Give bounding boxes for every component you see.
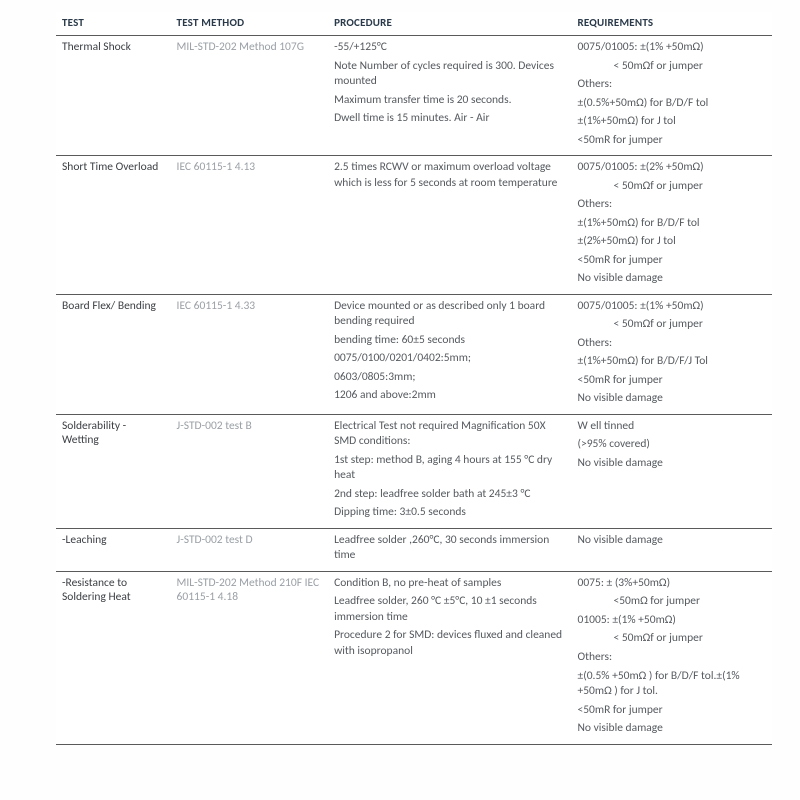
table-row: Short Time Overload IEC 60115-1 4.132.5 t…	[56, 156, 772, 295]
cell-procedure: -55/+125°C Note Number of cycles required…	[328, 36, 571, 156]
requirement-line: <50mR for jumper	[578, 133, 767, 149]
requirement-line: <50mR for jumper	[578, 703, 767, 719]
test-name: -Resistance to Soldering Heat	[62, 576, 165, 604]
header-test-method: TEST METHOD	[171, 12, 329, 36]
cell-requirements: 0075: ± (3%+50mΩ) <50mΩ for jumper 01005: …	[572, 571, 773, 744]
requirement-line: 01005: ±(1% +50mΩ)	[578, 613, 767, 629]
cell-procedure: Device mounted or as described only 1 bo…	[328, 294, 571, 414]
table-row: -Resistance to Soldering HeatMIL-STD-202…	[56, 571, 772, 744]
requirement-line: < 50mΩf or jumper	[578, 317, 767, 333]
requirement-line: Others:	[578, 77, 767, 93]
requirement-line: <50mR for jumper	[578, 253, 767, 269]
header-requirements: REQUIREMENTS	[572, 12, 773, 36]
cell-test-method: IEC 60115-1 4.13	[171, 156, 329, 295]
requirement-line: ±(0.5% +50mΩ ) for B/D/F tol.±(1% +50mΩ …	[578, 669, 767, 700]
cell-test: Thermal Shock	[56, 36, 171, 156]
procedure-line: Dwell time is 15 minutes. Air - Air	[334, 111, 565, 127]
procedure-line: 1206 and above:2mm	[334, 388, 565, 404]
requirement-line: (>95% covered)	[578, 437, 767, 453]
procedure-line: Electrical Test not required Magnificati…	[334, 419, 565, 450]
cell-test: Solderability - Wetting	[56, 414, 171, 528]
cell-test-method: MIL-STD-202 Method 210F IEC 60115-1 4.18	[171, 571, 329, 744]
procedure-line: 1st step: method B, aging 4 hours at 155…	[334, 453, 565, 484]
requirement-line: < 50mΩf or jumper	[578, 179, 767, 195]
cell-requirements: 0075/01005: ±(1% +50mΩ) < 50mΩf or jumper…	[572, 294, 773, 414]
requirement-line: ±(2%+50mΩ) for J tol	[578, 234, 767, 250]
cell-test: Short Time Overload	[56, 156, 171, 295]
cell-test-method: IEC 60115-1 4.33	[171, 294, 329, 414]
procedure-line: 2.5 times RCWV or maximum overload volta…	[334, 160, 565, 191]
header-procedure: PROCEDURE	[328, 12, 571, 36]
requirement-line: ±(1%+50mΩ) for B/D/F/J Tol	[578, 354, 767, 370]
table-row: Thermal ShockMIL-STD-202 Method 107G-55/…	[56, 36, 772, 156]
requirement-line: ±(1%+50mΩ) for J tol	[578, 114, 767, 130]
table-row: Board Flex/ Bending IEC 60115-1 4.33Devic…	[56, 294, 772, 414]
cell-procedure: Electrical Test not required Magnificati…	[328, 414, 571, 528]
cell-requirements: No visible damage	[572, 528, 773, 571]
requirement-line: <50mΩ for jumper	[578, 594, 767, 610]
requirement-line: <50mR for jumper	[578, 373, 767, 389]
test-name: Board Flex/ Bending	[62, 299, 165, 313]
table-header-row: TEST TEST METHOD PROCEDURE REQUIREMENTS	[56, 12, 772, 36]
test-name: Thermal Shock	[62, 40, 165, 54]
procedure-line: 0603/0805:3mm;	[334, 370, 565, 386]
table-row: -Leaching J-STD-002 test DLeadfree solder…	[56, 528, 772, 571]
requirement-line: 0075: ± (3%+50mΩ)	[578, 576, 767, 592]
header-test: TEST	[56, 12, 171, 36]
requirement-line: No visible damage	[578, 721, 767, 737]
cell-test: -Resistance to Soldering Heat	[56, 571, 171, 744]
procedure-line: Procedure 2 for SMD: devices fluxed and …	[334, 628, 565, 659]
table-row: Solderability - WettingJ-STD-002 test BE…	[56, 414, 772, 528]
requirement-line: No visible damage	[578, 391, 767, 407]
test-name: Short Time Overload	[62, 160, 165, 174]
requirement-line: 0075/01005: ±(1% +50mΩ)	[578, 299, 767, 315]
cell-procedure: 2.5 times RCWV or maximum overload volta…	[328, 156, 571, 295]
requirement-line: Others:	[578, 197, 767, 213]
cell-requirements: 0075/01005: ±(2% +50mΩ) < 50mΩf or jumper…	[572, 156, 773, 295]
cell-procedure: Condition B, no pre-heat of samples Leadf…	[328, 571, 571, 744]
requirement-line: < 50mΩf or jumper	[578, 59, 767, 75]
procedure-line: Device mounted or as described only 1 bo…	[334, 299, 565, 330]
procedure-line: Condition B, no pre-heat of samples	[334, 576, 565, 592]
cell-test: -Leaching	[56, 528, 171, 571]
cell-requirements: W ell tinned (>95% covered) No visible dam…	[572, 414, 773, 528]
procedure-line: Maximum transfer time is 20 seconds.	[334, 93, 565, 109]
cell-procedure: Leadfree solder ,260°C, 30 seconds immer…	[328, 528, 571, 571]
requirement-line: 0075/01005: ±(1% +50mΩ)	[578, 40, 767, 56]
test-name: Solderability - Wetting	[62, 419, 165, 447]
requirement-line: 0075/01005: ±(2% +50mΩ)	[578, 160, 767, 176]
procedure-line: 2nd step: leadfree solder bath at 245±3 …	[334, 487, 565, 503]
procedure-line: Leadfree solder, 260 °C ±5°C, 10 ±1 seco…	[334, 594, 565, 625]
cell-test-method: J-STD-002 test D	[171, 528, 329, 571]
procedure-line: -55/+125°C	[334, 40, 565, 56]
spec-table: TEST TEST METHOD PROCEDURE REQUIREMENTS …	[56, 12, 772, 745]
procedure-line: 0075/0100/0201/0402:5mm;	[334, 351, 565, 367]
procedure-line: Leadfree solder ,260°C, 30 seconds immer…	[334, 533, 565, 564]
requirement-line: Others:	[578, 650, 767, 666]
procedure-line: Note Number of cycles required is 300. D…	[334, 59, 565, 90]
requirement-line: < 50mΩf or jumper	[578, 631, 767, 647]
table-body: Thermal ShockMIL-STD-202 Method 107G-55/…	[56, 36, 772, 745]
requirement-line: Others:	[578, 336, 767, 352]
requirement-line: W ell tinned	[578, 419, 767, 435]
cell-requirements: 0075/01005: ±(1% +50mΩ) < 50mΩf or jumper…	[572, 36, 773, 156]
procedure-line: bending time: 60±5 seconds	[334, 333, 565, 349]
requirement-line: No visible damage	[578, 533, 767, 549]
requirement-line: No visible damage	[578, 456, 767, 472]
requirement-line: ±(0.5%+50mΩ) for B/D/F tol	[578, 96, 767, 112]
cell-test-method: MIL-STD-202 Method 107G	[171, 36, 329, 156]
cell-test: Board Flex/ Bending	[56, 294, 171, 414]
spec-sheet: TEST TEST METHOD PROCEDURE REQUIREMENTS …	[56, 12, 772, 745]
procedure-line: Dipping time: 3±0.5 seconds	[334, 505, 565, 521]
test-name: -Leaching	[62, 533, 165, 547]
requirement-line: ±(1%+50mΩ) for B/D/F tol	[578, 216, 767, 232]
requirement-line: No visible damage	[578, 271, 767, 287]
cell-test-method: J-STD-002 test B	[171, 414, 329, 528]
